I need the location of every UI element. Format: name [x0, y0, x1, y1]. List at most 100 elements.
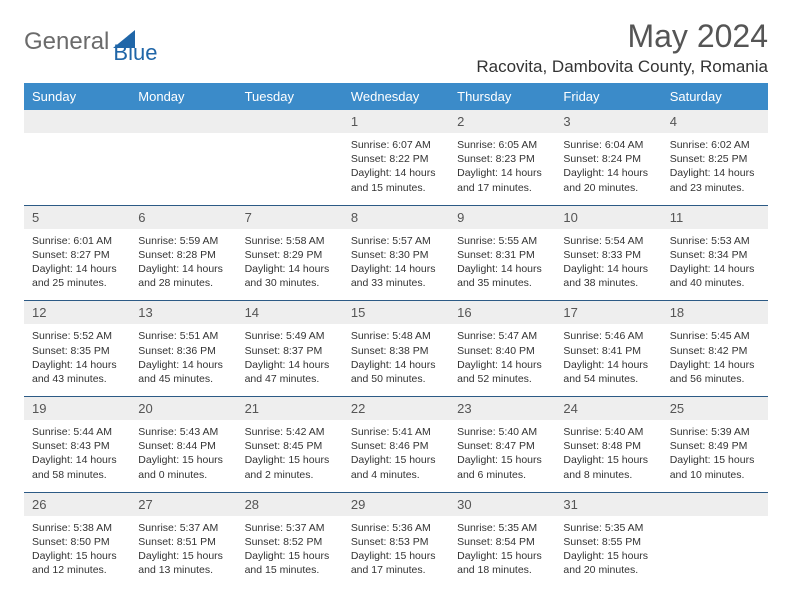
daylight-text: Daylight: 14 hours and 52 minutes. — [457, 358, 547, 386]
daylight-text: Daylight: 14 hours and 30 minutes. — [245, 262, 335, 290]
day-detail-cell: Sunrise: 5:37 AMSunset: 8:51 PMDaylight:… — [130, 516, 236, 587]
daylight-text: Daylight: 14 hours and 15 minutes. — [351, 166, 441, 194]
day-detail-row: Sunrise: 5:44 AMSunset: 8:43 PMDaylight:… — [24, 421, 768, 493]
sunset-text: Sunset: 8:42 PM — [670, 344, 760, 358]
day-detail-cell: Sunrise: 5:35 AMSunset: 8:54 PMDaylight:… — [449, 516, 555, 587]
sunrise-text: Sunrise: 5:44 AM — [32, 425, 122, 439]
day-number: 24 — [555, 397, 661, 421]
day-number — [662, 493, 768, 517]
day-number: 25 — [662, 397, 768, 421]
sunset-text: Sunset: 8:50 PM — [32, 535, 122, 549]
day-detail-cell: Sunrise: 5:37 AMSunset: 8:52 PMDaylight:… — [237, 516, 343, 587]
day-number: 28 — [237, 493, 343, 517]
day-detail-row: Sunrise: 6:07 AMSunset: 8:22 PMDaylight:… — [24, 134, 768, 206]
day-detail-cell: Sunrise: 5:35 AMSunset: 8:55 PMDaylight:… — [555, 516, 661, 587]
day-number: 19 — [24, 397, 130, 421]
sunrise-text: Sunrise: 5:59 AM — [138, 234, 228, 248]
sunrise-text: Sunrise: 6:01 AM — [32, 234, 122, 248]
sunset-text: Sunset: 8:29 PM — [245, 248, 335, 262]
sunset-text: Sunset: 8:36 PM — [138, 344, 228, 358]
day-detail-cell: Sunrise: 5:44 AMSunset: 8:43 PMDaylight:… — [24, 421, 130, 493]
daylight-text: Daylight: 15 hours and 20 minutes. — [563, 549, 653, 577]
day-detail-cell: Sunrise: 6:05 AMSunset: 8:23 PMDaylight:… — [449, 134, 555, 206]
sunset-text: Sunset: 8:43 PM — [32, 439, 122, 453]
day-number: 2 — [449, 110, 555, 134]
sunrise-text: Sunrise: 5:38 AM — [32, 521, 122, 535]
logo-text-part1: General — [24, 28, 109, 56]
day-number: 7 — [237, 206, 343, 230]
title-block: May 2024 Racovita, Dambovita County, Rom… — [476, 18, 768, 77]
sunset-text: Sunset: 8:52 PM — [245, 535, 335, 549]
day-number: 12 — [24, 301, 130, 325]
day-number: 1 — [343, 110, 449, 134]
sunset-text: Sunset: 8:51 PM — [138, 535, 228, 549]
daylight-text: Daylight: 14 hours and 38 minutes. — [563, 262, 653, 290]
daylight-text: Daylight: 15 hours and 18 minutes. — [457, 549, 547, 577]
day-detail-cell: Sunrise: 5:53 AMSunset: 8:34 PMDaylight:… — [662, 229, 768, 301]
sunset-text: Sunset: 8:44 PM — [138, 439, 228, 453]
daylight-text: Daylight: 14 hours and 45 minutes. — [138, 358, 228, 386]
day-detail-cell: Sunrise: 5:43 AMSunset: 8:44 PMDaylight:… — [130, 421, 236, 493]
day-detail-cell: Sunrise: 5:36 AMSunset: 8:53 PMDaylight:… — [343, 516, 449, 587]
daylight-text: Daylight: 14 hours and 35 minutes. — [457, 262, 547, 290]
sunrise-text: Sunrise: 5:48 AM — [351, 329, 441, 343]
day-number: 22 — [343, 397, 449, 421]
sunrise-text: Sunrise: 5:41 AM — [351, 425, 441, 439]
sunset-text: Sunset: 8:49 PM — [670, 439, 760, 453]
daylight-text: Daylight: 14 hours and 17 minutes. — [457, 166, 547, 194]
sunrise-text: Sunrise: 6:05 AM — [457, 138, 547, 152]
day-number-row: 262728293031 — [24, 493, 768, 517]
day-number: 9 — [449, 206, 555, 230]
daylight-text: Daylight: 14 hours and 23 minutes. — [670, 166, 760, 194]
sunset-text: Sunset: 8:53 PM — [351, 535, 441, 549]
day-number — [24, 110, 130, 134]
day-number-row: 1234 — [24, 110, 768, 134]
day-number: 23 — [449, 397, 555, 421]
day-number: 5 — [24, 206, 130, 230]
day-number: 21 — [237, 397, 343, 421]
daylight-text: Daylight: 14 hours and 56 minutes. — [670, 358, 760, 386]
sunset-text: Sunset: 8:24 PM — [563, 152, 653, 166]
day-detail-cell: Sunrise: 5:45 AMSunset: 8:42 PMDaylight:… — [662, 325, 768, 397]
sunrise-text: Sunrise: 5:54 AM — [563, 234, 653, 248]
daylight-text: Daylight: 14 hours and 50 minutes. — [351, 358, 441, 386]
daylight-text: Daylight: 14 hours and 58 minutes. — [32, 453, 122, 481]
sunrise-text: Sunrise: 5:35 AM — [457, 521, 547, 535]
day-number: 13 — [130, 301, 236, 325]
sunrise-text: Sunrise: 5:42 AM — [245, 425, 335, 439]
sunset-text: Sunset: 8:30 PM — [351, 248, 441, 262]
sunrise-text: Sunrise: 5:36 AM — [351, 521, 441, 535]
sunset-text: Sunset: 8:22 PM — [351, 152, 441, 166]
logo: General Blue — [24, 18, 157, 66]
header: General Blue May 2024 Racovita, Dambovit… — [24, 18, 768, 77]
daylight-text: Daylight: 14 hours and 43 minutes. — [32, 358, 122, 386]
day-detail-cell — [662, 516, 768, 587]
day-detail-row: Sunrise: 6:01 AMSunset: 8:27 PMDaylight:… — [24, 229, 768, 301]
sunrise-text: Sunrise: 5:35 AM — [563, 521, 653, 535]
day-detail-cell: Sunrise: 5:39 AMSunset: 8:49 PMDaylight:… — [662, 421, 768, 493]
daylight-text: Daylight: 14 hours and 25 minutes. — [32, 262, 122, 290]
sunset-text: Sunset: 8:34 PM — [670, 248, 760, 262]
day-number: 30 — [449, 493, 555, 517]
day-detail-cell: Sunrise: 5:47 AMSunset: 8:40 PMDaylight:… — [449, 325, 555, 397]
sunset-text: Sunset: 8:41 PM — [563, 344, 653, 358]
weekday-header-row: Sunday Monday Tuesday Wednesday Thursday… — [24, 83, 768, 110]
sunrise-text: Sunrise: 6:07 AM — [351, 138, 441, 152]
sunset-text: Sunset: 8:48 PM — [563, 439, 653, 453]
day-detail-row: Sunrise: 5:38 AMSunset: 8:50 PM Daylight:… — [24, 516, 768, 587]
month-title: May 2024 — [476, 18, 768, 55]
day-detail-cell — [237, 134, 343, 206]
day-detail-cell: Sunrise: 6:04 AMSunset: 8:24 PMDaylight:… — [555, 134, 661, 206]
daylight-text: Daylight: 14 hours and 40 minutes. — [670, 262, 760, 290]
day-detail-cell — [24, 134, 130, 206]
day-number — [237, 110, 343, 134]
day-detail-cell: Sunrise: 5:51 AMSunset: 8:36 PMDaylight:… — [130, 325, 236, 397]
day-number-row: 12131415161718 — [24, 301, 768, 325]
sunset-text: Sunset: 8:35 PM — [32, 344, 122, 358]
daylight-text: Daylight: 14 hours and 28 minutes. — [138, 262, 228, 290]
sunrise-text: Sunrise: 5:45 AM — [670, 329, 760, 343]
day-detail-row: Sunrise: 5:52 AMSunset: 8:35 PMDaylight:… — [24, 325, 768, 397]
day-detail-cell: Sunrise: 5:55 AMSunset: 8:31 PMDaylight:… — [449, 229, 555, 301]
sunrise-text: Sunrise: 5:46 AM — [563, 329, 653, 343]
day-number: 31 — [555, 493, 661, 517]
